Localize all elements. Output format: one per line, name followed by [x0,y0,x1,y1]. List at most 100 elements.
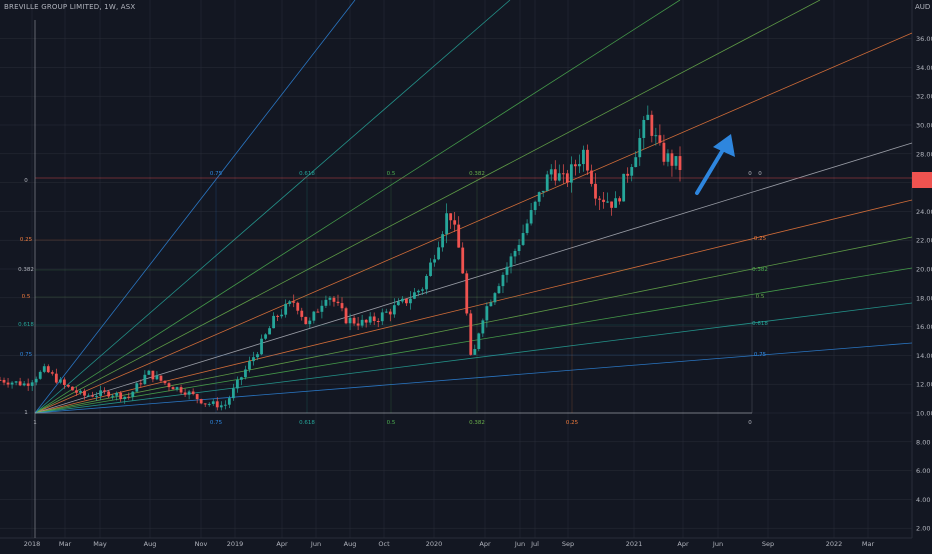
fib-box [34,20,912,538]
price-tick-label: 12.00 [916,381,932,389]
price-tick-label: 30.00 [916,122,932,130]
fib-bottom-label: 0 [748,420,752,426]
candle-body [646,114,650,120]
candle-body [119,392,123,400]
candle-body [404,298,408,304]
candle-body [316,311,320,313]
candle-body [437,247,440,260]
candle-body [372,316,376,322]
candle-body [384,311,388,313]
time-tick-label: Apr [276,540,288,548]
fib-left-label: 0.5 [22,294,31,300]
price-tick-label: 20.00 [916,266,932,274]
candle-body [433,259,436,263]
price-axis-labels: 2.00 4.00 6.00 8.00 10.00 12.00 14.00 16.00 18.0… [916,35,932,533]
candle-body [252,357,255,362]
candle-body [638,137,642,158]
candle-body [62,379,66,385]
fib-right-label: 0.618 [752,321,768,327]
candle-body [457,224,461,248]
candle-body [489,302,493,307]
time-tick-label: Nov [195,540,208,548]
candle-body [485,306,489,321]
candle-body [280,314,284,317]
fib-bottom-label: 0.25 [566,420,579,426]
candle-body [276,315,280,317]
candle-body [207,403,211,405]
candle-body [513,250,517,257]
candle-body [332,297,336,302]
candle-body [95,395,98,397]
candle-body [549,169,553,175]
candle-body [388,311,392,315]
candle-body [582,149,585,165]
fan-line [34,0,821,414]
candle-body [18,381,22,386]
time-tick-label: Aug [344,540,357,548]
time-tick-label: Oct [378,540,390,548]
candle-body [83,390,86,396]
candle-body [103,390,107,392]
candle-body [50,372,54,374]
candle-body [678,156,682,171]
fib-bottom-label: 1 [33,420,37,426]
candle-body [598,198,601,200]
candle-body [284,303,288,315]
candle-body [211,401,215,404]
time-tick-label: Jun [712,540,723,548]
candle-body [203,403,207,405]
candle-body [143,374,147,384]
price-tick-label: 28.00 [916,150,932,158]
fan-line [34,342,913,414]
time-axis-labels: 2018 Mar May Aug Nov 2019 Apr Jun Aug Oct 2020 Apr J… [24,540,875,548]
candle-body [75,390,78,393]
candle-body [525,223,529,234]
time-tick-label: Jun [310,540,321,548]
candle-body [183,392,187,395]
candle-body [219,405,223,408]
candle-body [312,311,316,321]
candle-body [344,308,348,324]
price-tick-label: 22.00 [916,237,932,245]
candle-body [606,201,609,203]
candle-body [626,173,630,176]
candle-body [650,114,654,136]
candle-body [400,298,404,302]
candle-body [328,297,332,300]
candle-body [288,301,292,304]
candle-body [244,369,247,378]
candle-body [505,266,509,275]
candle-body [131,391,135,397]
candle-body [187,391,191,395]
candle-body [634,157,638,168]
candle-body [561,173,565,175]
candle-body [6,382,10,385]
price-tick-label: 4.00 [916,496,930,504]
candle-body [79,390,82,393]
fan-line [34,302,913,414]
candle-body [429,262,432,276]
candle-body [541,190,545,193]
time-tick-label: 2022 [826,540,843,548]
time-tick-label: May [93,540,107,548]
candle-body [151,370,155,380]
candle-body [240,377,243,380]
candle-body [658,135,662,143]
candle-body [449,213,453,221]
price-tick-label: 8.00 [916,438,930,446]
fib-right-label: 0.75 [754,352,767,358]
candle-body [34,378,38,383]
fan-line [34,0,511,414]
candle-body [231,388,235,399]
candle-body [308,320,312,325]
candle-body [666,153,670,162]
candle-body [553,169,557,181]
candle-body [99,390,102,396]
candle-body [0,379,2,381]
arrow-head [713,134,735,157]
time-tick-label: 2018 [24,540,41,548]
time-tick-label: Jun [514,540,525,548]
price-tick-label: 36.00 [916,35,932,43]
